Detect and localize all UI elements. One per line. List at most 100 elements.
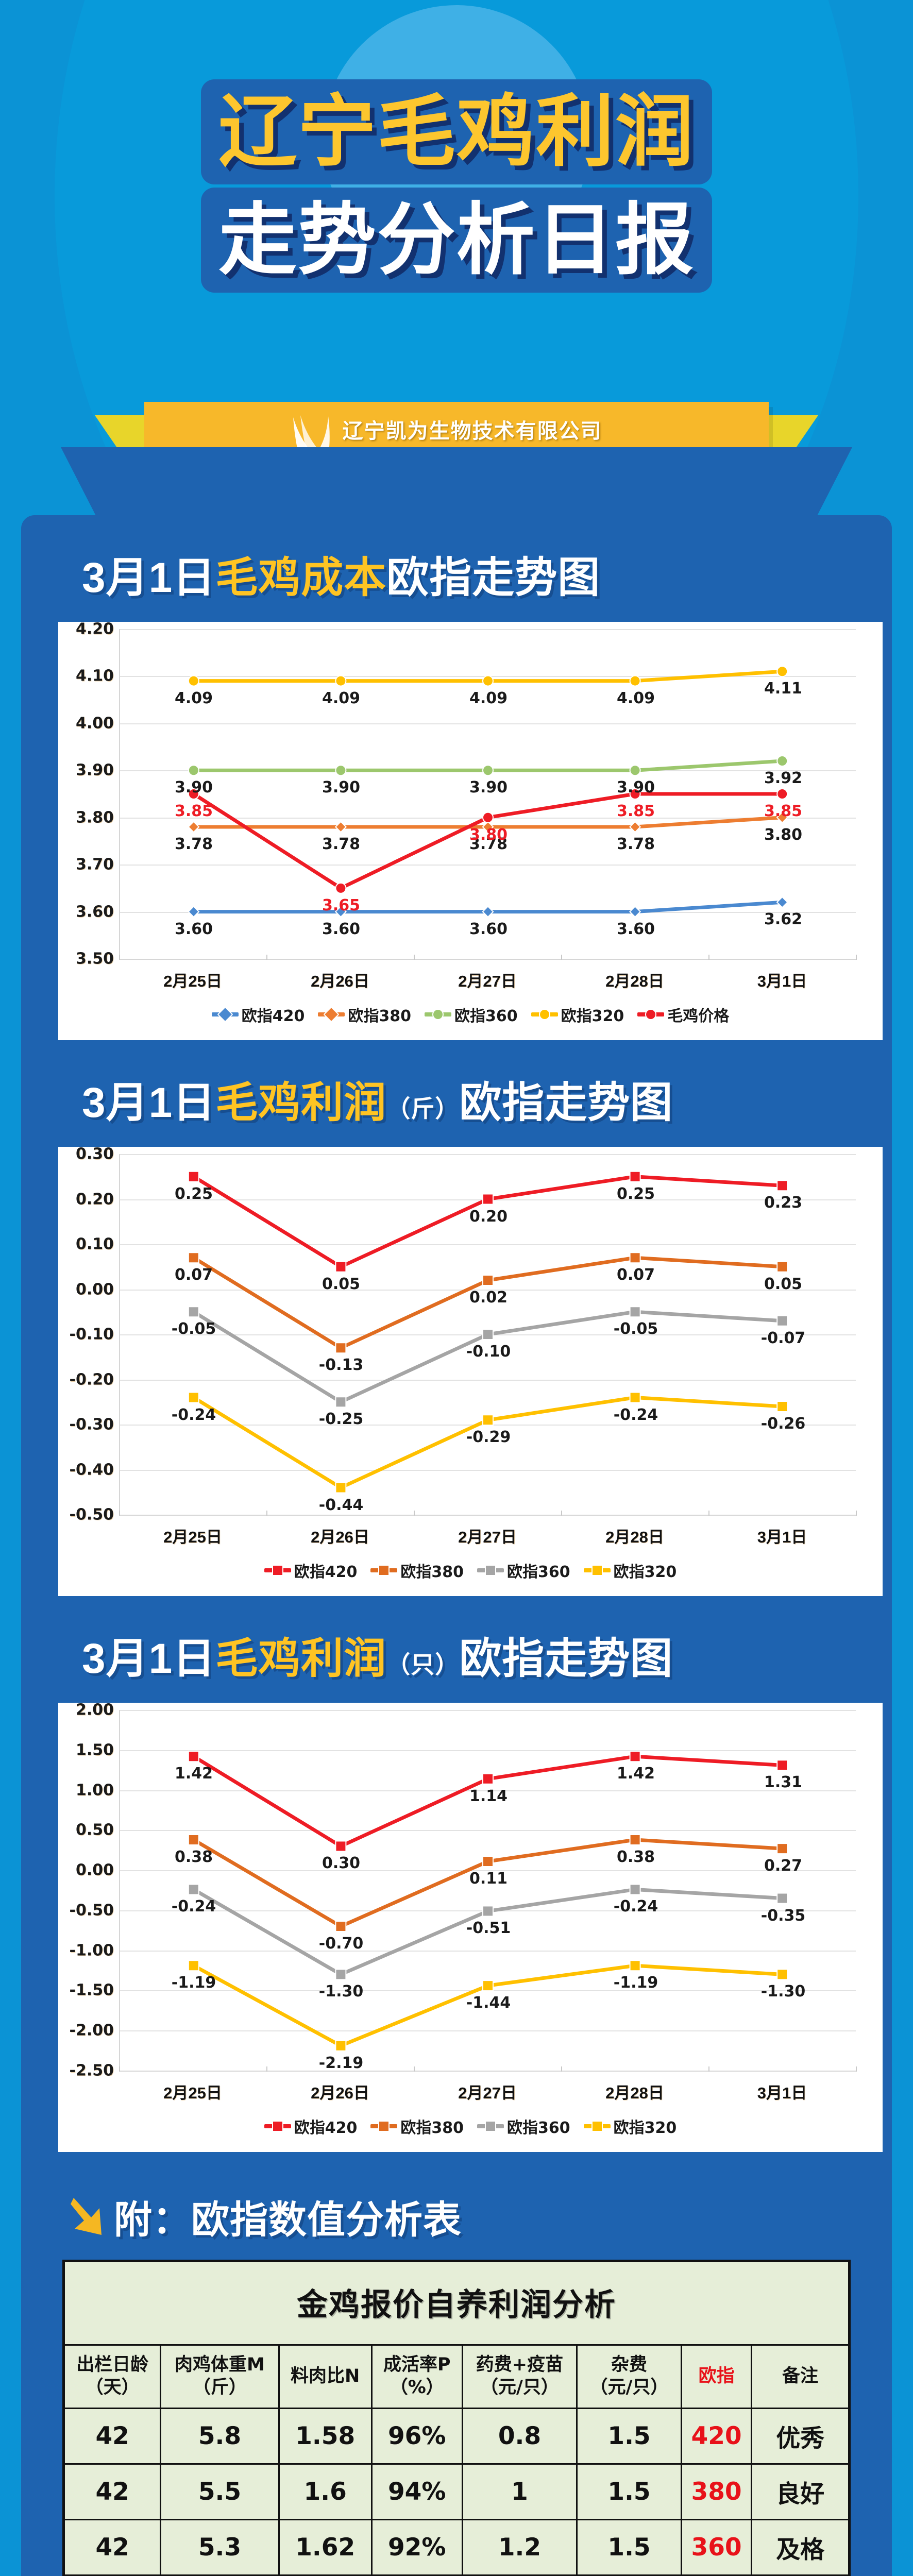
legend-item-毛鸡价格[interactable]: 毛鸡价格	[637, 1003, 729, 1026]
legend-item-欧指360[interactable]: 欧指360	[477, 2115, 570, 2138]
chart-gridline	[120, 1244, 856, 1245]
section-1-suffix: 欧指走势图	[386, 554, 601, 601]
table-cell-r0c3: 96%	[370, 2407, 463, 2465]
chart-data-label: 3.90	[174, 778, 213, 797]
table-row: 42 5.3 1.62 92% 1.2 1.5 360 及格	[62, 2518, 850, 2576]
chart-y-tick-label: 3.70	[75, 855, 114, 874]
legend-item-欧指380[interactable]: 欧指380	[370, 2115, 464, 2138]
table-cell-r0c7: 优秀	[751, 2407, 850, 2465]
chart-x-tick-label: 2月25日	[163, 1528, 222, 1546]
chart-y-tick-label: 0.20	[75, 1190, 114, 1208]
table-row: 4251.6590%1.51.5320不及格	[62, 2574, 850, 2576]
chart-x-tickmark	[561, 2066, 562, 2072]
chart-data-label: -0.07	[760, 1329, 806, 1347]
table-cell-r1c1: 5.5	[160, 2463, 280, 2520]
poster-title-line-1-text: 辽宁毛鸡利润	[218, 86, 695, 177]
chart-y-tick-label: 1.00	[75, 1781, 114, 1800]
chart-data-label: -0.35	[760, 1906, 806, 1925]
chart-data-label: 3.85	[174, 802, 213, 820]
table-col-header-5: 杂费 （元/只）	[576, 2344, 682, 2409]
chart-y-tick-label: -0.40	[69, 1461, 114, 1479]
table-cell-r3c5: 1.5	[576, 2574, 682, 2576]
chart-x-tickmark	[708, 2066, 709, 2072]
chart-x-tickmark	[266, 1511, 267, 1516]
chart-data-label: -1.30	[760, 1982, 806, 2001]
chart-x-tickmark	[561, 955, 562, 960]
table-cell-r0c4: 0.8	[461, 2407, 578, 2465]
legend-item-欧指420[interactable]: 欧指420	[211, 1003, 305, 1026]
legend-item-欧指320[interactable]: 欧指320	[583, 1559, 677, 1582]
chart-gridline	[120, 1750, 856, 1751]
chart-legend-1: 欧指420 欧指380 欧指360 欧指320	[58, 995, 883, 1035]
chart-gridline	[120, 1154, 856, 1155]
chart-gridline	[120, 1379, 856, 1381]
legend-marker-icon	[591, 2121, 603, 2132]
table-title-row: 金鸡报价自养利润分析	[63, 2260, 850, 2346]
table-cell-r1c3: 94%	[370, 2463, 463, 2520]
legend-item-欧指320[interactable]: 欧指320	[583, 2115, 677, 2138]
legend-swatch	[583, 1565, 611, 1576]
chart-data-label: -0.24	[613, 1405, 658, 1424]
chart-data-label: 0.05	[322, 1275, 361, 1293]
analysis-table-heading-text: 附：欧指数值分析表	[114, 2198, 462, 2241]
table-cell-r3c2: 1.65	[278, 2574, 373, 2576]
chart-y-tick-label: -1.00	[69, 1941, 114, 1960]
section-title-3: 3月1日毛鸡利润（只）欧指走势图	[21, 1596, 892, 1703]
legend-item-欧指380[interactable]: 欧指380	[370, 1559, 464, 1582]
chart-x-tickmark	[119, 2066, 120, 2072]
legend-swatch	[370, 2121, 398, 2132]
chart-x-tick-label: 2月25日	[163, 972, 222, 990]
legend-label: 欧指360	[507, 1563, 570, 1581]
legend-item-欧指380[interactable]: 欧指380	[318, 1003, 411, 1026]
chart-x-tick-label: 2月26日	[311, 1528, 369, 1546]
chart-data-label: 3.78	[174, 835, 213, 853]
poster-title-line-1: 辽宁毛鸡利润	[201, 79, 712, 184]
table-cell-r2c6: 360	[680, 2518, 753, 2576]
table-col-header-6: 欧指	[680, 2344, 753, 2409]
table-col-header-2: 料肉比N	[278, 2344, 373, 2409]
chart-x-tickmark	[266, 2066, 267, 2072]
chart-cost-trend: 3.50 3.60 3.70 3.80 3.90 4.00 4.10 4.20 3.60 3.60…	[76, 620, 857, 995]
chart-x-tickmark	[414, 955, 415, 960]
legend-marker-icon	[272, 2121, 283, 2132]
legend-swatch	[264, 2121, 291, 2132]
section-title-1: 3月1日毛鸡成本欧指走势图	[21, 515, 892, 622]
legend-label: 欧指360	[507, 2119, 570, 2137]
chart-data-label: 4.09	[616, 689, 655, 707]
chart-x-tickmark	[856, 955, 857, 960]
chart-data-label: 0.23	[764, 1194, 803, 1212]
chart-data-label: 3.78	[616, 835, 655, 853]
hero-header: 辽宁毛鸡利润 走势分析日报 辽宁凯为生物技术有限公司 Liaoning Kaiw…	[0, 0, 913, 515]
legend-item-欧指320[interactable]: 欧指320	[531, 1003, 624, 1026]
table-cell-r2c3: 92%	[370, 2518, 463, 2576]
chart-gridline	[120, 629, 856, 630]
chart-data-label: 0.02	[469, 1289, 508, 1307]
legend-label: 欧指380	[400, 1563, 464, 1581]
table-cell-r0c6: 420	[680, 2407, 753, 2465]
chart-data-label: -1.19	[613, 1974, 658, 1992]
chart-y-tick-label: 4.10	[75, 667, 114, 685]
legend-item-欧指360[interactable]: 欧指360	[477, 1559, 570, 1582]
chart-x-tick-label: 3月1日	[757, 2084, 807, 2102]
chart-data-label: 0.27	[764, 1857, 803, 1875]
title-plate-1	[201, 79, 712, 184]
section-1-prefix: 3月1日	[82, 554, 216, 601]
legend-item-欧指420[interactable]: 欧指420	[264, 1559, 357, 1582]
table-cell-r1c2: 1.6	[278, 2463, 373, 2520]
chart-data-label: 0.25	[616, 1184, 655, 1203]
legend-marker-icon	[485, 1565, 496, 1576]
chart-data-label: -0.29	[466, 1428, 511, 1447]
legend-swatch	[264, 1565, 291, 1576]
legend-label: 欧指320	[613, 2119, 677, 2137]
legend-label: 欧指360	[454, 1007, 518, 1025]
section-3-highlight: 毛鸡利润	[215, 1635, 387, 1682]
chart-y-tick-label: -2.00	[69, 2021, 114, 2040]
chart-data-label: 3.90	[322, 778, 361, 797]
legend-item-欧指360[interactable]: 欧指360	[425, 1003, 518, 1026]
table-cell-r3c6: 320	[680, 2574, 753, 2576]
section-2-suffix: 欧指走势图	[459, 1079, 673, 1126]
chart-card-2: -0.50 -0.40 -0.30 -0.20 -0.10 0.00 0.10 0.20 0.3…	[58, 1145, 883, 1596]
legend-item-欧指420[interactable]: 欧指420	[264, 2115, 358, 2138]
legend-label: 欧指420	[294, 2119, 358, 2137]
chart-data-label: 1.31	[764, 1773, 803, 1792]
